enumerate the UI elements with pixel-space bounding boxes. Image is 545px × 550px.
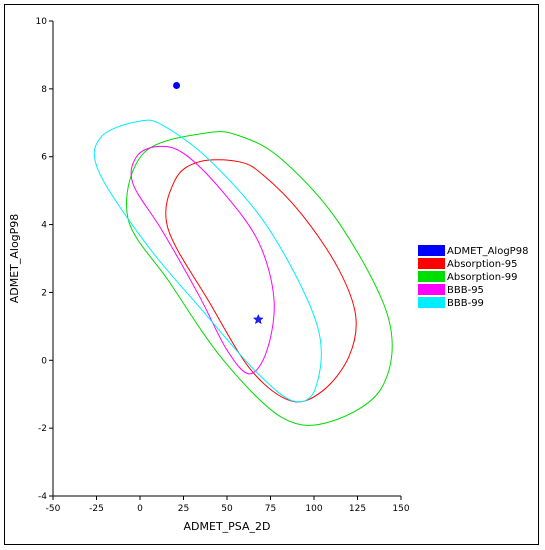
x-tick-label: 150 [392, 504, 409, 514]
x-axis-title: ADMET_PSA_2D [184, 520, 271, 533]
x-tick-label: 75 [265, 504, 276, 514]
legend-label: Absorption-95 [447, 259, 517, 270]
legend-swatch [418, 258, 445, 269]
legend-label: Absorption-99 [447, 272, 517, 283]
x-tick-label: -25 [89, 504, 104, 514]
ellipse-absorption-95 [165, 159, 357, 403]
y-tick-label: 0 [41, 356, 47, 366]
y-axis-title: ADMET_AlogP98 [8, 214, 21, 304]
legend-label: BBB-99 [447, 298, 484, 309]
ellipse-bbb-95 [130, 145, 275, 375]
ellipse-absorption-99 [126, 131, 393, 426]
x-tick-label: 50 [221, 504, 233, 514]
x-tick-label: 25 [178, 504, 189, 514]
x-tick-label: 0 [137, 504, 143, 514]
y-tick-label: 8 [41, 85, 47, 95]
y-tick-label: -2 [38, 424, 47, 434]
data-point-circle [173, 81, 181, 89]
legend-swatch [418, 297, 445, 308]
legend-swatch [418, 245, 445, 256]
x-tick-label: 100 [305, 504, 322, 514]
y-tick-label: 4 [41, 221, 47, 231]
y-tick-label: 6 [41, 153, 47, 163]
legend-swatch [418, 271, 445, 282]
ellipses-layer [93, 119, 393, 426]
legend: ADMET_AlogP98 Absorption-95 Absorption-99 B… [418, 245, 528, 309]
ellipse-bbb-99 [93, 119, 322, 403]
axes: -50 -25 0 25 50 75 100 125 150 -4 -2 0 2 4 6 8 10 [36, 17, 410, 514]
legend-label: ADMET_AlogP98 [447, 246, 528, 257]
y-tick-label: 2 [41, 288, 47, 298]
chart-frame: -50 -25 0 25 50 75 100 125 150 -4 -2 0 2 4 6 8 10 ADMET_… [4, 4, 539, 545]
y-tick-label: -4 [38, 492, 47, 502]
data-point-star [252, 313, 264, 325]
x-tick-label: 125 [349, 504, 366, 514]
legend-swatch [418, 284, 445, 295]
points-layer [173, 81, 264, 325]
chart-svg: -50 -25 0 25 50 75 100 125 150 -4 -2 0 2 4 6 8 10 ADMET_… [8, 17, 528, 533]
x-tick-label: -50 [46, 504, 61, 514]
y-tick-label: 10 [36, 17, 48, 27]
legend-label: BBB-95 [447, 285, 484, 296]
